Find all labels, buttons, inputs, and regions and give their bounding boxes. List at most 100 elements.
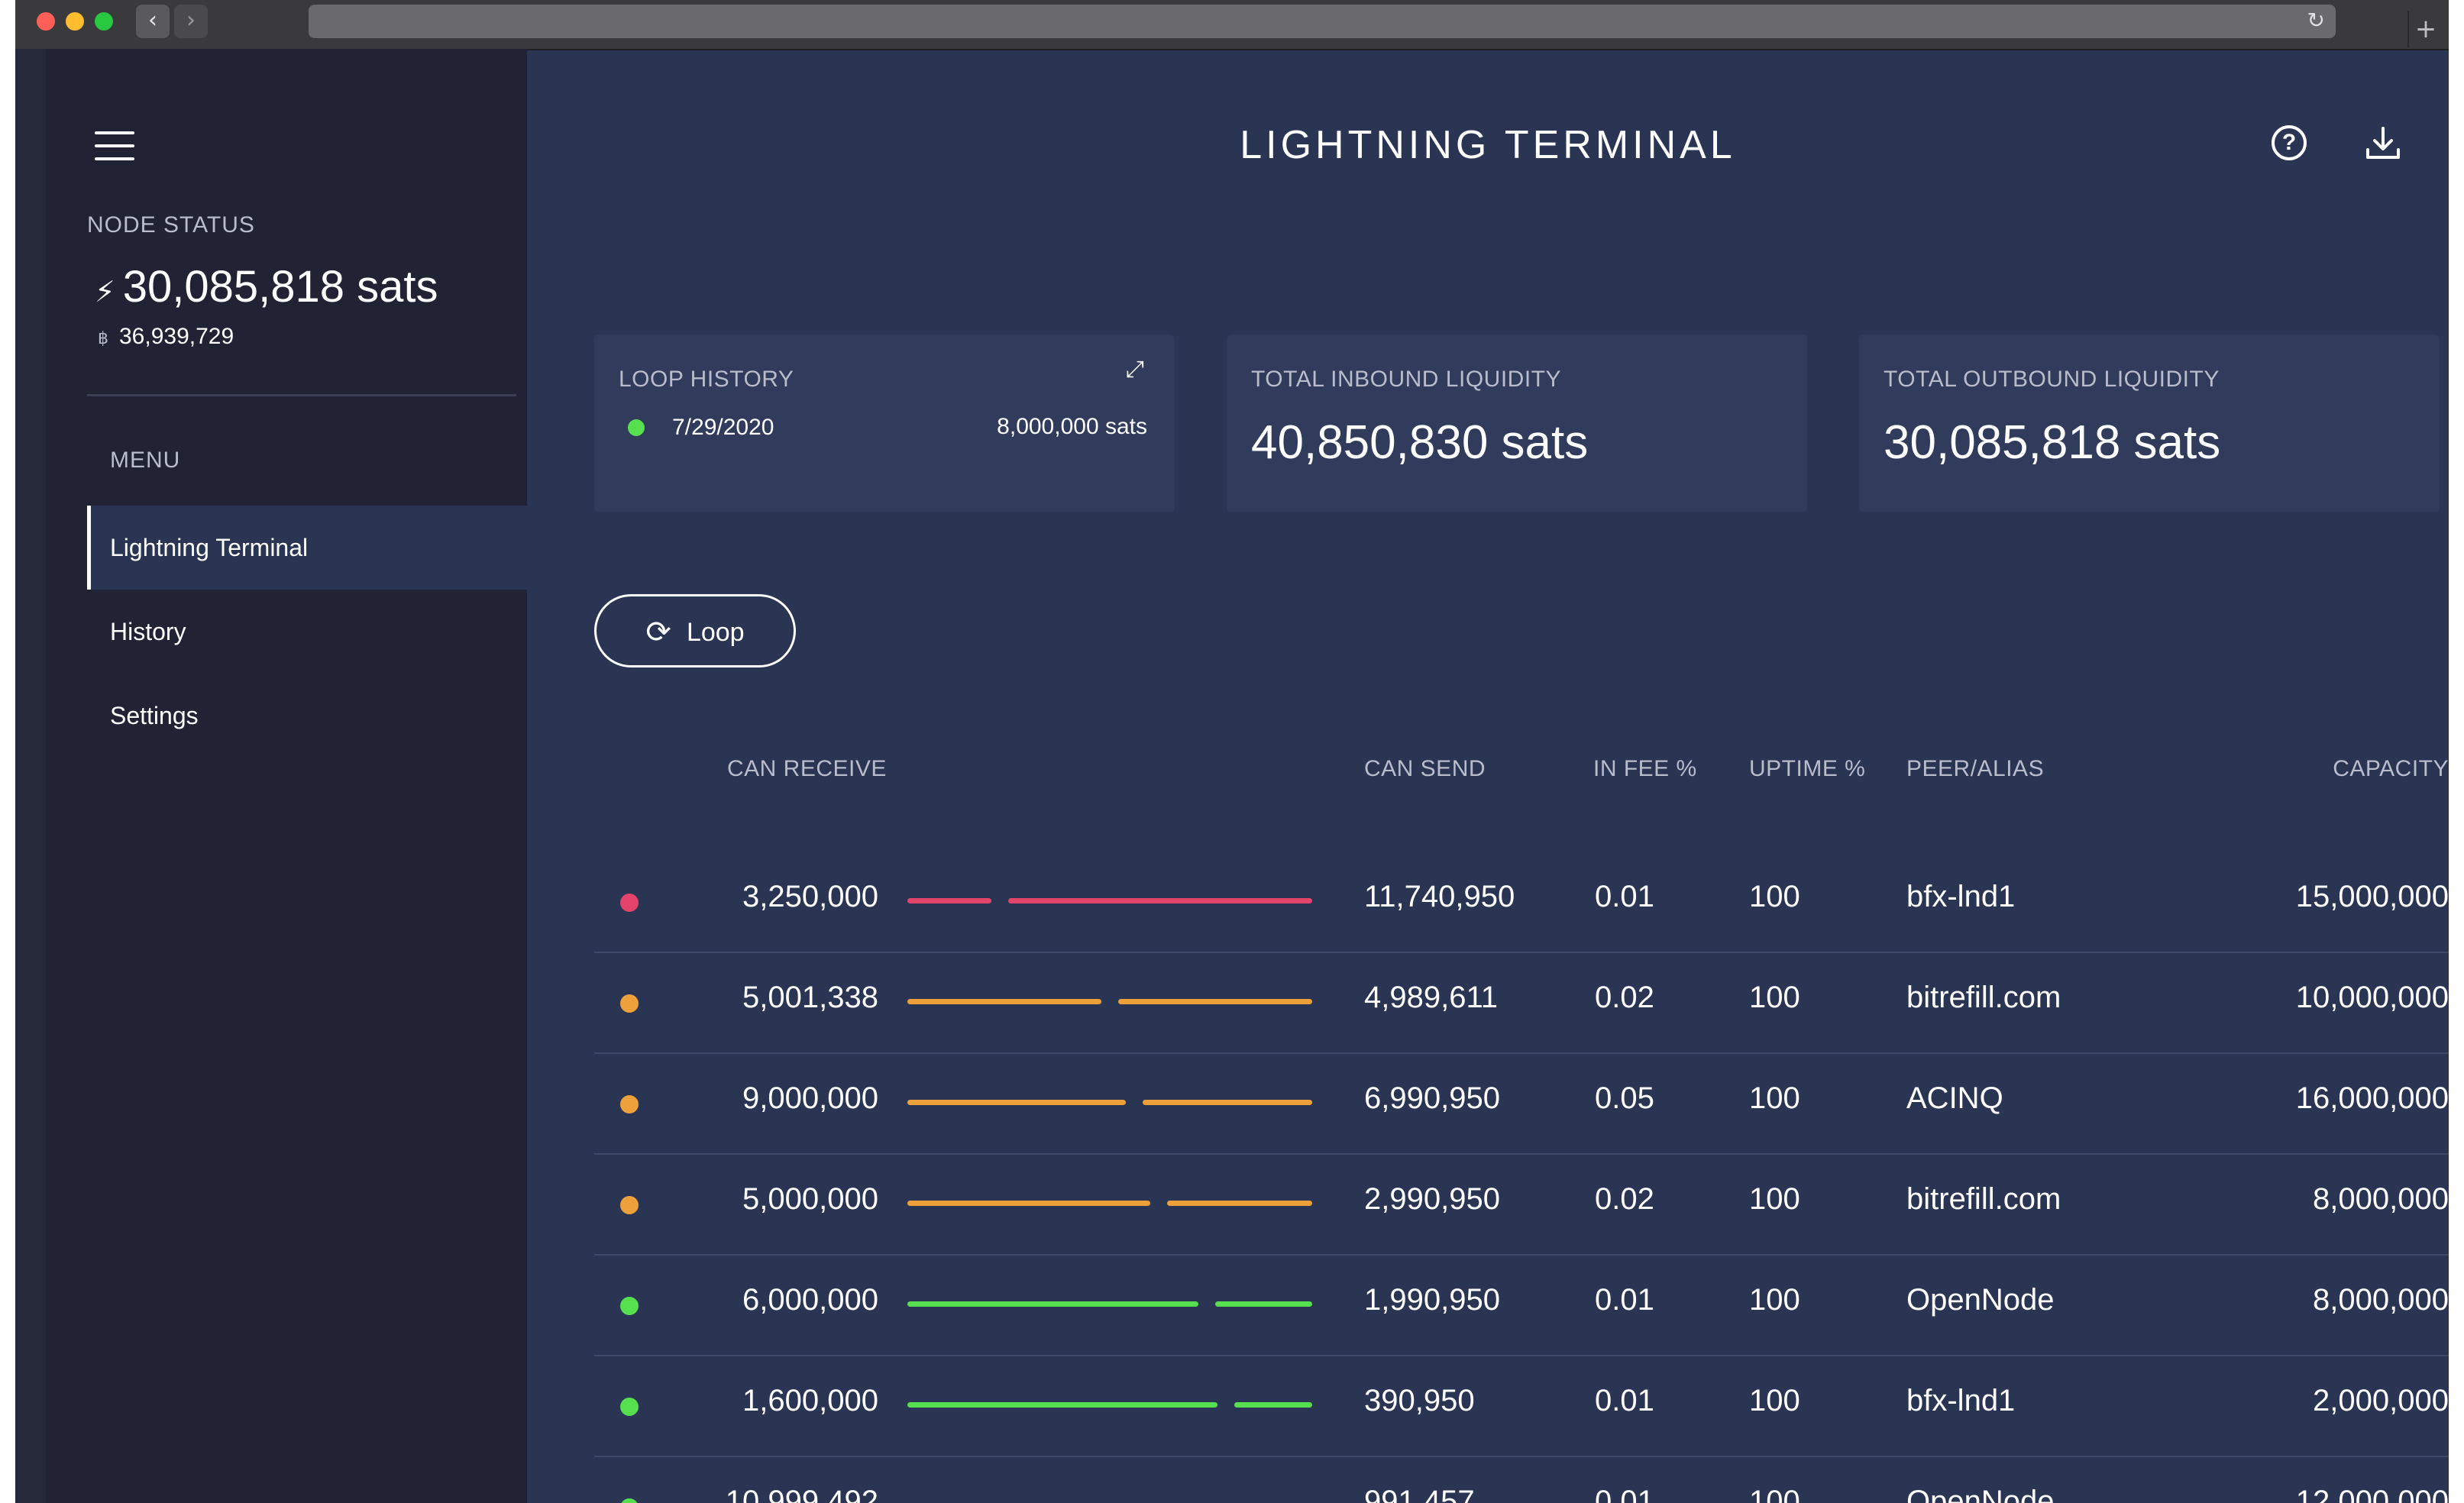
chevron-right-icon: ›	[186, 7, 196, 34]
loop-history-entry: 7/29/2020 8,000,000 sats	[628, 414, 1147, 441]
menu-icon[interactable]	[95, 131, 134, 162]
back-button[interactable]: ‹	[136, 5, 170, 38]
node-balance-value: 30,085,818 sats	[122, 262, 438, 312]
capacity-cell: 8,000,000	[2313, 1283, 2449, 1317]
receive-balance-bar	[907, 1100, 1126, 1105]
new-tab-button[interactable]: +	[2407, 11, 2443, 47]
window-edge	[15, 49, 46, 1503]
column-header-can-send[interactable]: CAN SEND	[1364, 756, 1486, 781]
loop-button[interactable]: ⟳ Loop	[594, 594, 796, 667]
uptime-cell: 100	[1749, 981, 1800, 1014]
btc-balance: ฿ 36,939,729	[98, 324, 234, 350]
column-header-in-fee[interactable]: IN FEE %	[1593, 756, 1697, 781]
loop-history-date: 7/29/2020	[672, 415, 774, 441]
in-fee-cell: 0.02	[1595, 1182, 1654, 1216]
table-row[interactable]: 6,000,000 1,990,950 0.01 100 OpenNode 8,000,0…	[594, 1254, 2449, 1356]
page-title: LIGHTNING TERMINAL	[1240, 123, 1736, 167]
in-fee-cell: 0.01	[1595, 1485, 1654, 1503]
uptime-cell: 100	[1749, 1485, 1800, 1503]
can-receive-cell: 5,000,000	[742, 1182, 878, 1216]
address-bar[interactable]: ↻	[309, 5, 2336, 38]
send-balance-bar	[1215, 1301, 1312, 1307]
receive-balance-bar	[907, 1201, 1150, 1206]
inbound-liquidity-title: TOTAL INBOUND LIQUIDITY	[1251, 367, 1561, 392]
column-header-uptime[interactable]: UPTIME %	[1749, 756, 1866, 781]
table-row[interactable]: 5,000,000 2,990,950 0.02 100 bitrefill.com 8,…	[594, 1153, 2449, 1256]
receive-balance-bar	[907, 1402, 1218, 1408]
loop-history-title: LOOP HISTORY	[619, 367, 794, 392]
outbound-liquidity-card: TOTAL OUTBOUND LIQUIDITY 30,085,818 sats	[1859, 335, 2440, 512]
chevron-left-icon: ‹	[148, 7, 157, 34]
table-row[interactable]: 1,600,000 390,950 0.01 100 bfx-lnd1 2,000,000	[594, 1355, 2449, 1457]
inbound-liquidity-value: 40,850,830 sats	[1251, 416, 1589, 469]
sidebar-item-label: Settings	[110, 702, 199, 729]
sidebar-item-history[interactable]: History	[87, 590, 527, 674]
uptime-cell: 100	[1749, 1182, 1800, 1216]
node-status-label: NODE STATUS	[87, 212, 255, 238]
can-send-cell: 991,457	[1364, 1485, 1475, 1503]
capacity-cell: 2,000,000	[2313, 1384, 2449, 1417]
capacity-cell: 8,000,000	[2313, 1182, 2449, 1216]
node-balance: ⚡ 30,085,818 sats	[95, 261, 438, 312]
uptime-cell: 100	[1749, 1384, 1800, 1417]
send-balance-bar	[1234, 1402, 1312, 1408]
minimize-window-button[interactable]	[66, 12, 84, 31]
lightning-bolt-icon: ⚡	[95, 275, 115, 309]
column-header-can-receive[interactable]: CAN RECEIVE	[727, 756, 887, 781]
status-dot	[620, 1398, 639, 1416]
in-fee-cell: 0.01	[1595, 1384, 1654, 1417]
column-header-capacity[interactable]: CAPACITY	[2333, 756, 2449, 781]
loop-button-label: Loop	[686, 618, 745, 648]
reload-icon[interactable]: ↻	[2307, 8, 2325, 33]
sidebar: NODE STATUS ⚡ 30,085,818 sats ฿ 36,939,729…	[46, 49, 527, 1503]
status-dot	[628, 419, 645, 437]
can-send-cell: 390,950	[1364, 1384, 1475, 1417]
menu-label: MENU	[110, 448, 181, 473]
peer-alias-cell: bfx-lnd1	[1906, 880, 2016, 913]
uptime-cell: 100	[1749, 1081, 1800, 1115]
plus-icon: +	[2414, 14, 2437, 44]
expand-icon[interactable]: ⤢	[1126, 356, 1144, 383]
sidebar-item-settings[interactable]: Settings	[87, 674, 527, 758]
can-send-cell: 1,990,950	[1364, 1283, 1500, 1317]
outbound-liquidity-title: TOTAL OUTBOUND LIQUIDITY	[1884, 367, 2220, 392]
forward-button[interactable]: ›	[174, 5, 208, 38]
table-row[interactable]: 10,999,492 991,457 0.01 100 OpenNode 12,000,0…	[594, 1456, 2449, 1503]
outbound-liquidity-value: 30,085,818 sats	[1884, 416, 2221, 469]
status-dot	[620, 1196, 639, 1214]
main-content: LIGHTNING TERMINAL ? LOOP HISTORY ⤢ 7/29…	[527, 49, 2449, 1503]
help-icon[interactable]: ?	[2272, 125, 2307, 160]
download-icon[interactable]	[2363, 124, 2403, 163]
browser-chrome: ‹ › ↻ +	[15, 0, 2449, 50]
sidebar-item-lightning-terminal[interactable]: Lightning Terminal	[87, 506, 527, 590]
peer-alias-cell: OpenNode	[1906, 1283, 2055, 1317]
peer-alias-cell: bfx-lnd1	[1906, 1384, 2016, 1417]
peer-alias-cell: ACINQ	[1906, 1081, 2003, 1115]
uptime-cell: 100	[1749, 1283, 1800, 1317]
inbound-liquidity-card: TOTAL INBOUND LIQUIDITY 40,850,830 sats	[1227, 335, 1807, 512]
uptime-cell: 100	[1749, 880, 1800, 913]
in-fee-cell: 0.01	[1595, 880, 1654, 913]
receive-balance-bar	[907, 999, 1101, 1004]
capacity-cell: 12,000,000	[2295, 1485, 2449, 1503]
can-send-cell: 4,989,611	[1364, 981, 1498, 1014]
status-dot	[620, 1297, 639, 1315]
can-send-cell: 11,740,950	[1364, 880, 1515, 913]
table-row[interactable]: 3,250,000 11,740,950 0.01 100 bfx-lnd1 15,000…	[594, 851, 2449, 953]
can-send-cell: 6,990,950	[1364, 1081, 1500, 1115]
peer-alias-cell: bitrefill.com	[1906, 1182, 2061, 1216]
close-window-button[interactable]	[37, 12, 55, 31]
table-row[interactable]: 5,001,338 4,989,611 0.02 100 bitrefill.com 10…	[594, 952, 2449, 1054]
status-dot	[620, 994, 639, 1013]
loop-history-card[interactable]: LOOP HISTORY ⤢ 7/29/2020 8,000,000 sats	[594, 335, 1175, 512]
app-window: ‹ › ↻ + NODE STATUS ⚡ 30,085,818 sats ฿ 36…	[15, 0, 2449, 1503]
send-balance-bar	[1118, 999, 1312, 1004]
maximize-window-button[interactable]	[95, 12, 113, 31]
can-receive-cell: 3,250,000	[742, 880, 878, 913]
in-fee-cell: 0.02	[1595, 981, 1654, 1014]
in-fee-cell: 0.01	[1595, 1283, 1654, 1317]
in-fee-cell: 0.05	[1595, 1081, 1654, 1115]
send-balance-bar	[1008, 898, 1312, 903]
table-row[interactable]: 9,000,000 6,990,950 0.05 100 ACINQ 16,000,000	[594, 1052, 2449, 1155]
column-header-peer[interactable]: PEER/ALIAS	[1906, 756, 2045, 781]
